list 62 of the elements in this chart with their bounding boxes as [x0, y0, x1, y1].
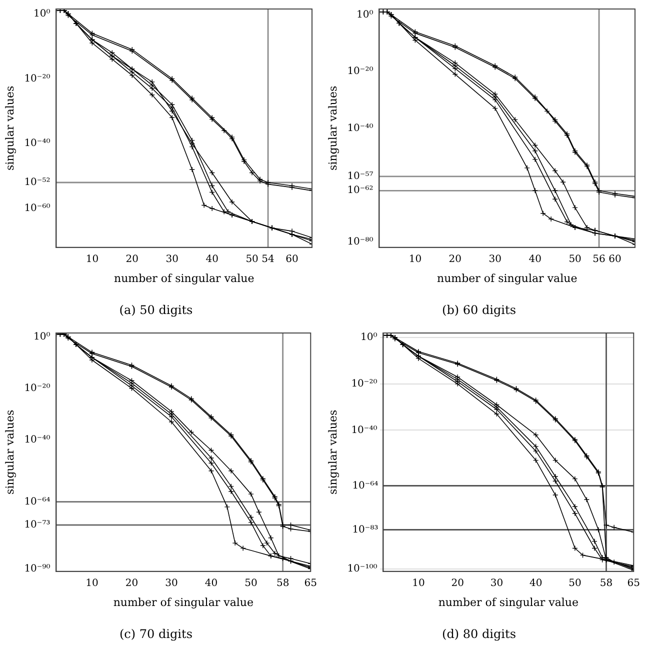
y-tick-label: 10⁻⁶⁴ [24, 496, 50, 508]
x-tick-label: 50 [246, 254, 258, 265]
y-tick-label: 10⁻¹⁰⁰ [347, 564, 378, 575]
x-tick-label: 60 [608, 254, 622, 265]
y-axis-title: singular values [326, 409, 340, 495]
x-tick-label: 40 [528, 254, 542, 265]
ref-line-label: 10⁻⁸³ [352, 524, 378, 536]
x-tick-label: 10 [412, 578, 425, 589]
y-tick-label: 10⁻²⁰ [347, 66, 374, 78]
x-axis-title: number of singular value [438, 596, 579, 609]
x-axis-title: number of singular value [437, 272, 578, 285]
x-tick-label: 40 [206, 254, 218, 265]
y-axis-title: singular values [3, 409, 16, 495]
x-tick-label: 50 [568, 254, 582, 265]
x-tick-label: 30 [488, 254, 502, 265]
y-tick-label: 10⁻⁵² [24, 177, 50, 188]
x-tick-label: 65 [627, 578, 640, 589]
x-tick-label: 54 [262, 254, 274, 265]
y-tick-label: 10⁻²⁰ [24, 382, 50, 394]
x-tick-label: 30 [165, 578, 178, 589]
x-tick-label: 40 [204, 578, 218, 589]
text: (a) 50 digits [119, 302, 193, 317]
x-tick-label: 65 [304, 578, 318, 589]
y-tick-label: 10⁻⁹⁰ [24, 563, 50, 574]
x-tick-label: 20 [451, 578, 464, 589]
y-tick-label: 10⁰ [360, 332, 378, 344]
x-tick-label: 10 [408, 254, 422, 265]
x-tick-label: 30 [490, 578, 504, 589]
y-tick-label: 10⁻⁶⁰ [24, 203, 50, 214]
y-tick-label: 10⁻²⁰ [351, 378, 378, 390]
x-tick-label: 10 [86, 578, 98, 589]
y-tick-label: 10⁻²⁰ [24, 73, 50, 84]
y-tick-label: 10⁻⁸⁰ [347, 236, 374, 248]
y-tick-label: 10⁰ [33, 8, 50, 20]
x-tick-label: 20 [448, 254, 462, 265]
y-tick-label: 10⁻⁴⁰ [24, 138, 50, 150]
x-tick-label: 50 [568, 578, 582, 589]
y-tick-label: 10⁻⁶² [347, 185, 374, 196]
x-tick-label: 50 [244, 578, 258, 589]
x-axis-title: number of singular value [113, 596, 254, 609]
y-tick-label: 10⁰ [33, 331, 50, 342]
x-tick-label: 20 [125, 578, 138, 589]
x-tick-label: 60 [286, 254, 298, 265]
y-tick-label: 10⁻⁷³ [24, 520, 50, 531]
y-tick-label: 10⁻⁴⁰ [24, 434, 50, 446]
y-tick-label: 10⁻⁴⁰ [351, 424, 378, 436]
text: (b) 60 digits [442, 302, 516, 317]
x-tick-label: 10 [86, 254, 99, 265]
x-tick-label: 40 [529, 578, 542, 589]
x-tick-label: 56 [592, 254, 606, 265]
x-tick-label: 30 [166, 254, 178, 265]
y-tick-label: 10⁻⁴⁰ [347, 122, 374, 134]
y-tick-label: 10⁻⁵⁷ [347, 171, 374, 182]
y-axis-title: singular values [3, 85, 16, 171]
x-tick-label: 58 [276, 578, 290, 589]
x-tick-label: 58 [600, 578, 613, 589]
x-tick-label: 20 [126, 254, 139, 265]
y-tick-label: 10⁰ [356, 9, 374, 20]
text: (d) 80 digits [442, 626, 516, 641]
text: (c) 70 digits [119, 626, 193, 641]
x-axis-title: number of singular value [114, 272, 254, 285]
y-axis-title: singular values [326, 85, 340, 171]
